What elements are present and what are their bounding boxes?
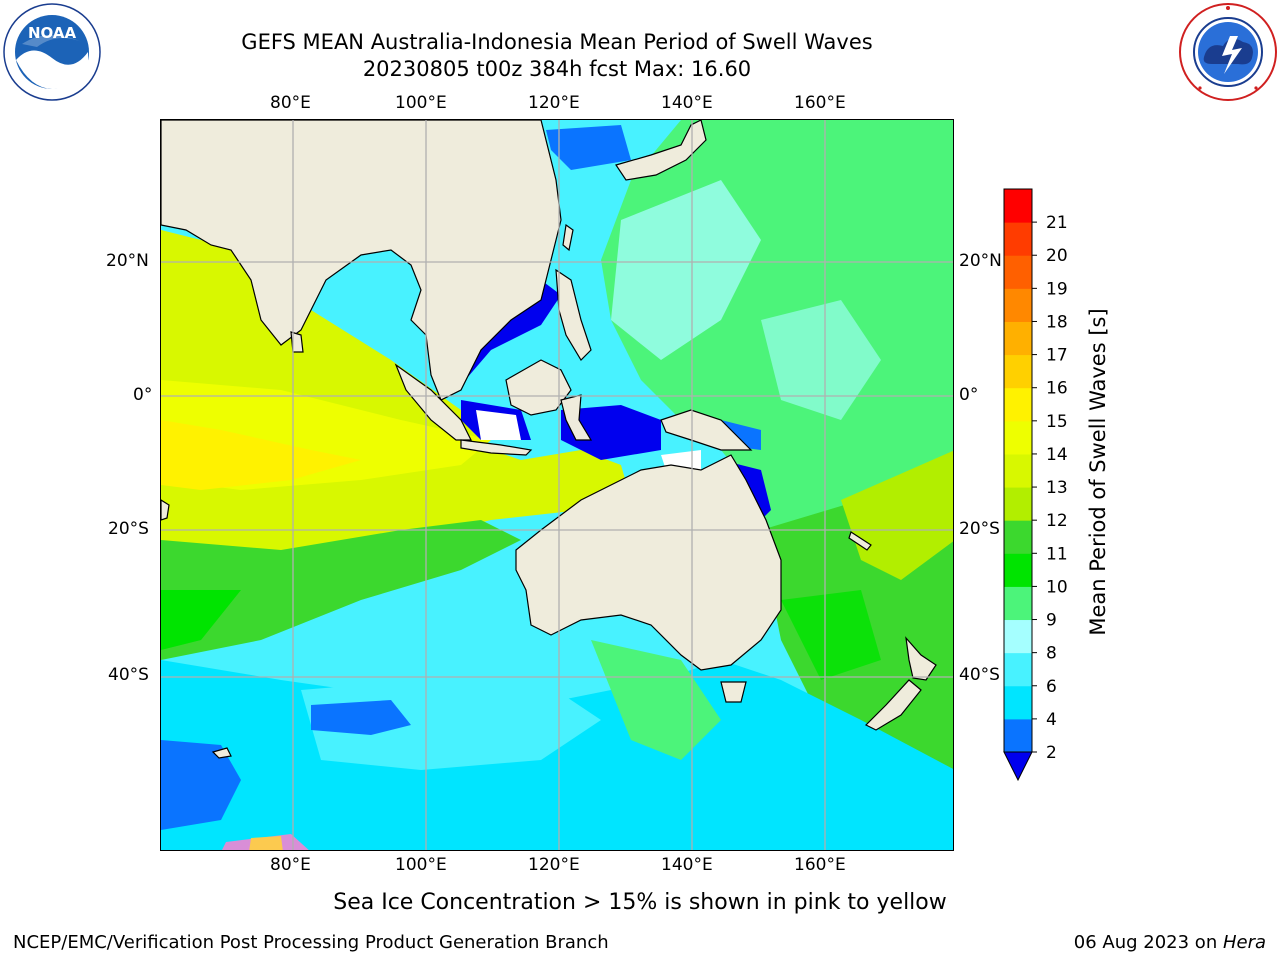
lat-label-left-0: 0°: [133, 385, 153, 405]
colorbar-segment: [1004, 553, 1032, 587]
colorbar-label: Mean Period of Swell Waves [s]: [1086, 308, 1110, 636]
lat-label-left-20n: 20°N: [106, 251, 149, 271]
new-zealand-north-island: [905, 636, 937, 681]
colorbar-tick-label: 9: [1046, 611, 1057, 631]
graticule: [161, 120, 953, 850]
colorbar-extend-triangle: [1003, 751, 1033, 782]
lat-label-left-20s: 20°S: [108, 519, 149, 539]
colorbar-tick-label: 8: [1046, 644, 1057, 664]
colorbar-segment: [1004, 321, 1032, 356]
tasmania-island: [720, 681, 747, 703]
colorbar-tick-label: 15: [1046, 412, 1068, 432]
lat-label-right-20n: 20°N: [959, 251, 1002, 271]
lon-label-bottom-160e: 160°E: [794, 855, 846, 875]
lon-label-bottom-100e: 100°E: [395, 855, 447, 875]
colorbar-segment: [1004, 453, 1032, 488]
colorbar-tick-label: 10: [1046, 577, 1068, 597]
nws-logo: [1179, 3, 1277, 101]
australia-landmass: [515, 454, 782, 671]
kerguelen-island: [211, 747, 232, 759]
lon-label-bottom-80e: 80°E: [270, 855, 311, 875]
colorbar-segment: [1004, 619, 1032, 654]
noaa-logo-text: NOAA: [28, 24, 77, 42]
taiwan-island: [562, 223, 574, 252]
lat-label-right-0: 0°: [959, 385, 979, 405]
colorbar-tick-label: 12: [1046, 511, 1068, 531]
colorbar-segment: [1004, 586, 1032, 621]
lon-label-top-80e: 80°E: [270, 93, 311, 113]
lon-label-bottom-120e: 120°E: [528, 855, 580, 875]
colorbar-segment: [1004, 487, 1032, 521]
colorbar-segment: [1004, 255, 1032, 289]
madagascar-island: [161, 499, 170, 521]
colorbar-tick-label: 6: [1046, 677, 1057, 697]
colorbar-segment: [1004, 420, 1032, 455]
colorbar-segment: [1004, 354, 1032, 389]
sri-lanka-island: [290, 331, 304, 353]
lon-label-top-140e: 140°E: [661, 93, 713, 113]
footer-date: 06 Aug 2023 on Hera: [1074, 932, 1266, 953]
noaa-logo: NOAA: [3, 3, 101, 101]
japan-islands: [615, 120, 707, 181]
colorbar-tick-label: 14: [1046, 445, 1068, 465]
colorbar-tick-label: 20: [1046, 246, 1068, 266]
chart-title: GEFS MEAN Australia-Indonesia Mean Perio…: [241, 30, 873, 54]
colorbar-tick-label: 11: [1046, 544, 1068, 564]
footer-host: Hera: [1222, 932, 1266, 953]
asia-landmass: [161, 120, 562, 401]
colorbar-tick-label: 16: [1046, 379, 1068, 399]
sea-ice-caption: Sea Ice Concentration > 15% is shown in …: [333, 890, 947, 915]
colorbar-tick-label: 13: [1046, 478, 1068, 498]
colorbar-tick-label: 4: [1046, 710, 1057, 730]
colorbar-tick-label: 2: [1046, 743, 1057, 763]
colorbar-segment: [1004, 685, 1032, 720]
philippines-islands: [555, 268, 592, 361]
lon-label-top-160e: 160°E: [794, 93, 846, 113]
footer-date-text: 06 Aug 2023 on: [1073, 932, 1223, 953]
lat-label-left-40s: 40°S: [108, 665, 149, 685]
colorbar-segment: [1004, 288, 1032, 322]
colorbar-segment: [1004, 652, 1032, 687]
map-panel: [160, 119, 954, 851]
new-caledonia-island: [848, 531, 872, 551]
colorbar-segment: [1004, 387, 1032, 422]
colorbar: 2 4 6 8 9 10 11 12 13 14 15 16 17 18 19 20 21: [1003, 188, 1068, 782]
colorbar-outline: [1003, 188, 1033, 753]
colorbar-tick-label: 21: [1046, 213, 1068, 233]
lat-label-right-20s: 20°S: [959, 519, 1000, 539]
chart-subtitle: 20230805 t00z 384h fcst Max: 16.60: [362, 57, 752, 81]
new-guinea-island: [660, 409, 753, 451]
sulawesi-island: [560, 394, 593, 441]
colorbar-segment: [1004, 189, 1032, 223]
lon-label-top-100e: 100°E: [395, 93, 447, 113]
land: [161, 120, 937, 759]
colorbar-segment: [1004, 718, 1032, 753]
colorbar-tick-label: 17: [1046, 346, 1068, 366]
new-zealand-south-island: [864, 679, 922, 731]
lon-label-top-120e: 120°E: [528, 93, 580, 113]
colorbar-tick-label: 19: [1046, 279, 1068, 299]
colorbar-segment: [1004, 222, 1032, 256]
java-island: [460, 439, 533, 456]
lat-label-right-40s: 40°S: [959, 665, 1000, 685]
colorbar-tick-label: 18: [1046, 312, 1068, 332]
footer-credit: NCEP/EMC/Verification Post Processing Pr…: [13, 932, 609, 953]
lon-label-bottom-140e: 140°E: [661, 855, 713, 875]
colorbar-segment: [1004, 520, 1032, 554]
swell-period-map: [161, 120, 953, 850]
